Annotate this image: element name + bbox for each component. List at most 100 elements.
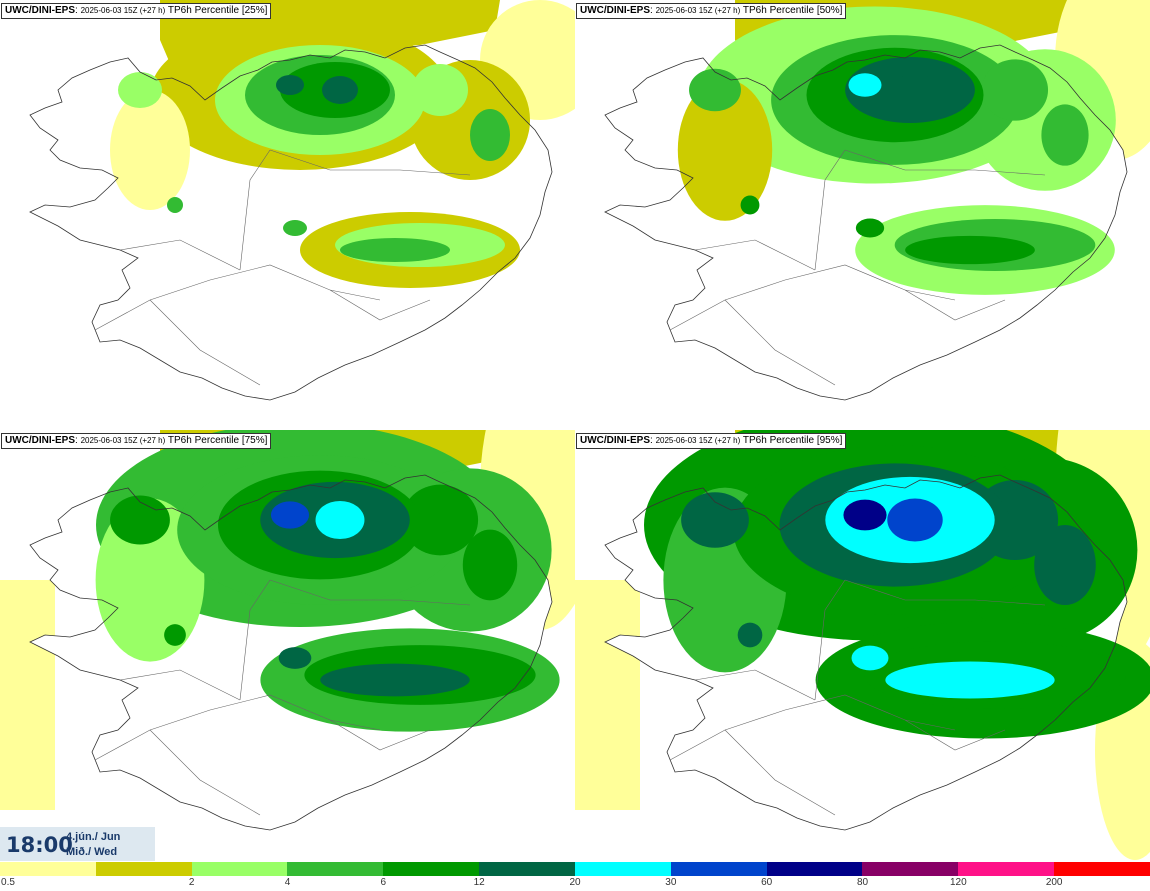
precip-area (1034, 524, 1096, 606)
legend-swatch (95, 862, 192, 876)
road (724, 729, 836, 816)
precip-area (462, 529, 518, 601)
panel-title-p95: UWC/DINI-EPS: 2025-06-03 15Z (+27 h) TP6… (576, 433, 847, 449)
precip-area (276, 75, 304, 95)
precip-area (689, 68, 741, 112)
precip-area (851, 645, 889, 671)
precip-area (412, 64, 468, 116)
road (329, 719, 431, 751)
precip-area (167, 197, 183, 213)
precip-map-p25 (29, 0, 575, 401)
road (149, 299, 261, 386)
road (94, 264, 381, 331)
sea-precip-west (0, 580, 55, 810)
legend-swatch (0, 862, 96, 876)
color-legend-bar (0, 862, 1150, 876)
precip-area (110, 495, 170, 545)
legend-swatch (287, 862, 384, 876)
precip-area (110, 90, 190, 210)
coastline (604, 474, 1128, 831)
legend-swatch (958, 862, 1055, 876)
road (239, 149, 271, 271)
precip-area (278, 647, 312, 669)
legend-tick-label: 120 (949, 877, 967, 888)
map-panel-p50: UWC/DINI-EPS: 2025-06-03 15Z (+27 h) TP6… (575, 0, 1150, 430)
road (904, 719, 1006, 751)
precip-area (322, 76, 358, 104)
road (94, 694, 381, 761)
precip-area (681, 492, 749, 548)
precip-area (340, 238, 450, 262)
precip-area (677, 79, 773, 221)
legend-swatch (766, 862, 863, 876)
road (844, 579, 1046, 606)
precip-map-p95 (575, 430, 1150, 860)
legend-swatch (574, 862, 671, 876)
precip-area (283, 220, 307, 236)
precip-area (270, 501, 310, 529)
legend-swatch (862, 862, 959, 876)
road (694, 239, 816, 271)
precip-area (470, 109, 510, 161)
road (844, 149, 1046, 176)
road (269, 579, 471, 606)
precip-area (118, 72, 162, 108)
valid-hour: 18:00 (6, 833, 73, 857)
legend-tick-label: 80 (856, 877, 869, 888)
road (724, 299, 836, 386)
precip-area (887, 498, 943, 542)
precip-area (848, 73, 882, 97)
road (119, 669, 241, 701)
legend-swatch (191, 862, 288, 876)
road (814, 579, 846, 701)
legend-swatch (670, 862, 767, 876)
map-panel-p75: UWC/DINI-EPS: 2025-06-03 15Z (+27 h) TP6… (0, 430, 575, 860)
road (119, 239, 241, 271)
legend-tick-label: 0.5 (1, 877, 15, 888)
precip-area (401, 484, 479, 556)
map-panel-p25: UWC/DINI-EPS: 2025-06-03 15Z (+27 h) TP6… (0, 0, 575, 430)
color-legend-ticks: 0.5 2 4 6 12 20 30 60 80 120 200 (0, 877, 1150, 891)
legend-swatch (383, 862, 480, 876)
road (694, 669, 816, 701)
legend-tick-label: 4 (284, 877, 291, 888)
precip-area (164, 624, 186, 646)
road (239, 579, 271, 701)
panel-title-p75: UWC/DINI-EPS: 2025-06-03 15Z (+27 h) TP6… (1, 433, 272, 449)
sea-precip-west (575, 580, 640, 810)
precip-area (740, 195, 760, 215)
precip-area (981, 59, 1049, 121)
valid-date: 4.jún./ Jun (66, 831, 121, 843)
map-panel-p95: UWC/DINI-EPS: 2025-06-03 15Z (+27 h) TP6… (575, 430, 1150, 860)
legend-tick-label: 20 (569, 877, 581, 888)
valid-weekday: Mið./ Wed (66, 846, 118, 858)
precip-area (320, 663, 470, 697)
road (329, 289, 431, 321)
legend-tick-label: 30 (665, 877, 677, 888)
panel-title-p25: UWC/DINI-EPS: 2025-06-03 15Z (+27 h) TP6… (1, 3, 272, 19)
panel-title-p50: UWC/DINI-EPS: 2025-06-03 15Z (+27 h) TP6… (576, 3, 847, 19)
road (269, 149, 471, 176)
legend-tick-label: 60 (761, 877, 773, 888)
precip-area (843, 499, 887, 531)
coastline (29, 44, 553, 401)
precip-area (905, 235, 1035, 265)
road (669, 694, 956, 761)
legend-swatch (1054, 862, 1150, 876)
legend-tick-label: 12 (473, 877, 485, 888)
legend-tick-label: 200 (1045, 877, 1063, 888)
coastline (604, 44, 1128, 401)
precip-area (855, 218, 885, 238)
road (149, 729, 261, 816)
precip-area (737, 622, 763, 648)
precip-area (315, 500, 365, 540)
precip-map-p50 (604, 0, 1150, 401)
precip-map-p75 (0, 430, 575, 831)
road (669, 264, 956, 331)
legend-swatch (479, 862, 575, 876)
precip-area (1041, 104, 1089, 166)
road (814, 149, 846, 271)
coastline (29, 474, 553, 831)
legend-tick-label: 6 (380, 877, 387, 888)
precip-area (893, 73, 937, 107)
